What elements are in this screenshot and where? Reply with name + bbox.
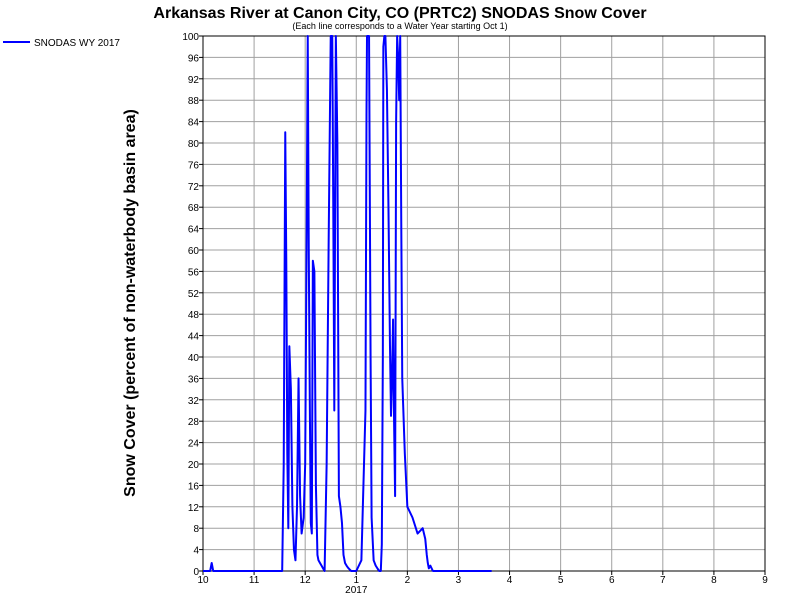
x-tick-label: 1: [353, 575, 359, 586]
y-tick-label: 0: [193, 567, 199, 578]
y-tick-label: 80: [188, 139, 200, 150]
y-tick-label: 68: [188, 203, 200, 214]
x-tick-label: 3: [456, 575, 462, 586]
y-tick-label: 88: [188, 96, 200, 107]
y-tick-label: 56: [188, 267, 200, 278]
x-tick-label: 12: [300, 575, 312, 586]
y-tick-label: 60: [188, 246, 200, 257]
y-axis-label: Snow Cover (percent of non-waterbody bas…: [122, 109, 139, 497]
x-year-label: 2017: [345, 585, 368, 596]
y-tick-label: 28: [188, 417, 200, 428]
y-tick-label: 36: [188, 374, 200, 385]
y-axis: 0481216202428323640444852566064687276808…: [182, 32, 203, 578]
y-tick-label: 100: [182, 32, 199, 43]
y-tick-label: 72: [188, 182, 200, 193]
x-tick-label: 11: [249, 575, 260, 586]
legend-label: SNODAS WY 2017: [34, 38, 120, 49]
y-tick-label: 32: [188, 396, 200, 407]
y-tick-label: 20: [188, 460, 200, 471]
x-tick-label: 10: [197, 575, 209, 586]
legend: SNODAS WY 2017: [3, 38, 120, 49]
y-tick-label: 76: [188, 160, 200, 171]
x-tick-label: 8: [711, 575, 717, 586]
x-tick-label: 7: [660, 575, 666, 586]
y-tick-label: 12: [188, 503, 200, 514]
x-tick-label: 5: [558, 575, 564, 586]
chart-title: Arkansas River at Canon City, CO (PRTC2)…: [153, 5, 646, 22]
x-tick-label: 9: [762, 575, 768, 586]
y-tick-label: 44: [188, 332, 200, 343]
y-tick-label: 52: [188, 289, 200, 300]
y-tick-label: 64: [188, 225, 200, 236]
x-tick-label: 6: [609, 575, 615, 586]
y-tick-label: 16: [188, 481, 200, 492]
y-tick-label: 40: [188, 353, 200, 364]
x-tick-label: 4: [507, 575, 513, 586]
y-tick-label: 8: [193, 524, 199, 535]
y-tick-label: 84: [188, 118, 200, 129]
y-tick-label: 4: [193, 546, 199, 557]
x-tick-label: 2: [405, 575, 411, 586]
chart-subtitle: (Each line corresponds to a Water Year s…: [292, 21, 507, 31]
series-layer: [203, 35, 492, 572]
series-line: [203, 35, 492, 572]
y-tick-label: 92: [188, 75, 200, 86]
y-tick-label: 48: [188, 310, 200, 321]
y-tick-label: 24: [188, 439, 200, 450]
y-tick-label: 96: [188, 53, 200, 64]
